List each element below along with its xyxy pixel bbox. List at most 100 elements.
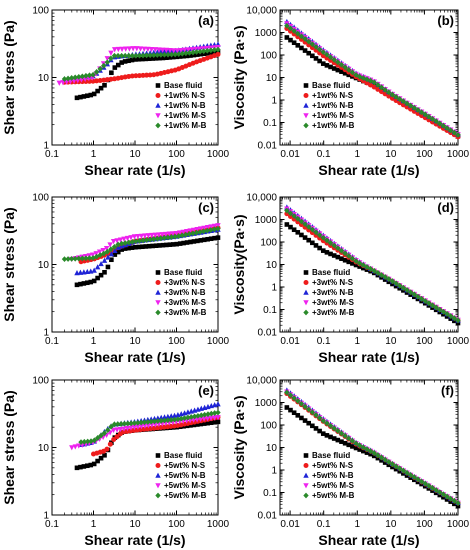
x-tick-label: 100 — [416, 336, 433, 347]
data-point — [72, 74, 78, 81]
legend-label: +3wt% M-B — [312, 308, 355, 317]
data-point — [101, 430, 108, 436]
data-point — [177, 241, 183, 246]
data-point — [173, 231, 179, 237]
legend-marker — [303, 492, 309, 499]
data-point — [331, 436, 337, 441]
data-point — [418, 295, 425, 302]
data-point — [149, 422, 155, 428]
data-point — [350, 444, 355, 449]
data-point — [288, 37, 293, 43]
data-point — [74, 95, 80, 101]
data-point — [309, 409, 316, 416]
y-tick-label: 0.1 — [263, 488, 277, 499]
data-point — [78, 439, 84, 446]
data-point — [342, 64, 348, 71]
data-point — [437, 120, 443, 127]
legend: Base fluid+1wt% N-S+1wt% N-B+1wt% M-S+1w… — [155, 81, 207, 130]
data-point — [331, 66, 337, 71]
data-point — [306, 406, 312, 413]
data-point — [320, 431, 326, 436]
data-point — [284, 222, 290, 227]
data-point — [154, 49, 161, 55]
data-point — [313, 426, 319, 431]
data-point — [145, 419, 151, 425]
data-point — [295, 34, 301, 40]
data-point — [313, 412, 319, 418]
y-tick-label: 0.01 — [258, 328, 278, 339]
x-tick-label: 10 — [385, 149, 397, 160]
data-point — [306, 38, 312, 45]
data-point — [346, 66, 352, 73]
data-point — [79, 255, 86, 262]
data-point — [119, 247, 124, 252]
data-point — [291, 395, 297, 401]
data-point — [415, 107, 421, 113]
data-point — [119, 60, 124, 65]
legend-label: Base fluid — [164, 81, 202, 90]
data-point — [346, 252, 352, 259]
data-point — [284, 405, 290, 410]
data-point — [65, 256, 71, 262]
legend-label: +5wt% N-B — [312, 471, 354, 480]
data-point — [407, 102, 414, 109]
data-point — [205, 411, 211, 418]
data-point — [142, 233, 148, 239]
data-point — [404, 287, 410, 293]
data-point — [215, 401, 221, 407]
y-tick-label: 10 — [266, 260, 278, 271]
data-point — [128, 420, 134, 427]
data-point — [400, 284, 407, 291]
data-point — [331, 60, 337, 66]
data-point — [371, 450, 377, 456]
data-point — [104, 59, 111, 66]
data-point — [404, 469, 410, 476]
data-point — [86, 255, 93, 262]
data-point — [426, 117, 432, 123]
data-point — [211, 223, 218, 229]
data-point — [205, 420, 210, 426]
data-point — [109, 70, 114, 76]
data-point — [188, 239, 193, 245]
data-point — [346, 259, 352, 265]
data-point — [76, 73, 82, 80]
data-point — [151, 418, 158, 425]
data-point — [455, 503, 461, 509]
data-point — [151, 52, 157, 59]
data-point — [375, 270, 381, 276]
legend-label: +5wt% M-B — [312, 491, 355, 500]
data-point — [78, 94, 83, 100]
data-point — [360, 262, 367, 269]
data-point — [171, 48, 177, 54]
data-point — [186, 231, 193, 237]
data-point — [109, 257, 114, 263]
data-point — [191, 239, 197, 244]
data-point — [112, 252, 118, 257]
data-point — [212, 235, 217, 241]
data-point — [129, 245, 135, 250]
data-point — [163, 47, 170, 53]
chart-panel-b: 0.01 0.1 1 10 100 1000 0.01 0.1 1 10 100 1000 10,000… — [231, 6, 470, 179]
data-point — [299, 232, 304, 238]
data-point — [172, 233, 178, 240]
x-tick-label: 10 — [129, 519, 141, 530]
data-point — [400, 467, 407, 474]
data-point — [167, 55, 173, 60]
data-point — [117, 237, 124, 243]
data-point — [393, 93, 399, 100]
data-point — [105, 264, 111, 270]
data-point — [426, 482, 432, 489]
legend-marker — [155, 472, 161, 478]
data-point — [167, 242, 173, 247]
data-point — [291, 213, 297, 219]
y-tick-label: 1000 — [255, 398, 278, 409]
data-point — [138, 419, 144, 426]
legend-marker — [155, 463, 161, 468]
data-point — [69, 445, 75, 451]
x-tick-label: 1 — [354, 336, 360, 347]
data-point — [185, 414, 191, 421]
data-point — [448, 313, 454, 319]
data-point — [201, 421, 207, 426]
data-point — [136, 244, 142, 250]
data-point — [208, 224, 214, 230]
